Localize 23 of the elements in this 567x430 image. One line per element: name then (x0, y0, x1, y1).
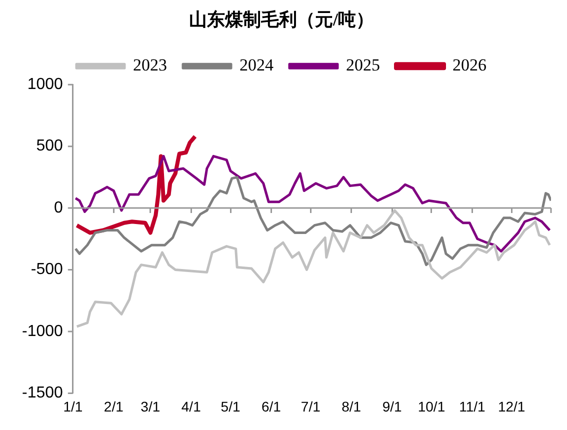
y-tick-label: 0 (54, 199, 64, 216)
legend-label: 2025 (346, 56, 380, 75)
x-tick-label: 2/1 (104, 398, 124, 414)
y-tick-label: -500 (30, 261, 64, 278)
x-tick-label: 11/1 (459, 398, 486, 414)
y-tick-label: 1000 (27, 76, 64, 94)
y-tick-label: 500 (36, 138, 64, 155)
x-tick-label: 8/1 (342, 398, 362, 414)
x-tick-label: 9/1 (382, 398, 402, 414)
x-tick-label: 6/1 (262, 398, 282, 414)
y-tick-label: -1000 (22, 322, 64, 340)
legend-label: 2024 (240, 56, 274, 75)
x-tick-label: 7/1 (300, 398, 321, 414)
x-tick-label: 12/1 (498, 398, 526, 414)
x-tick-label: 1/1 (63, 398, 83, 414)
x-tick-label: 4/1 (181, 398, 202, 414)
x-tick-label: 3/1 (140, 398, 160, 414)
legend-label: 2023 (133, 56, 167, 75)
legend-label: 2026 (452, 56, 486, 75)
chart-title: 山东煤制毛利（元/吨） (188, 9, 374, 30)
x-tick-label: 5/1 (220, 398, 240, 414)
y-tick-label: -1500 (22, 384, 64, 402)
x-tick-label: 10/1 (418, 398, 446, 414)
